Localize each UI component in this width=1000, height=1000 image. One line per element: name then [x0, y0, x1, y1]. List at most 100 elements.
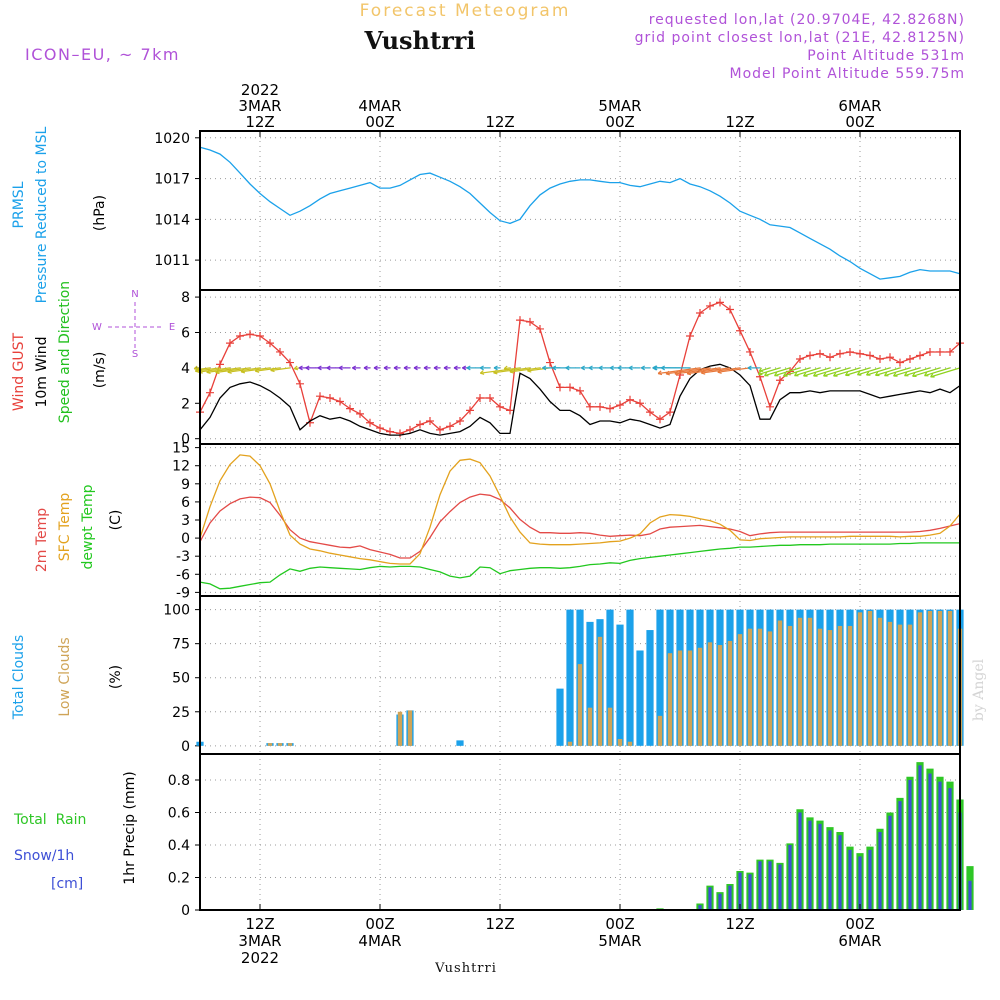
wind-labels: Wind GUST 10m Wind Speed and Direction (… [11, 281, 108, 423]
gust-marker [486, 393, 494, 402]
panel-frame [199, 130, 961, 291]
y-tick-label: 1020 [154, 131, 190, 147]
model-point-altitude: Model Point Altitude 559.75m [730, 66, 965, 82]
total-rain-label: Total Rain [13, 812, 86, 828]
wind-direction-arrow [665, 367, 711, 375]
wind-direction-arrow [206, 367, 241, 373]
wind-direction-arrow [893, 367, 921, 377]
gust-marker [896, 358, 904, 367]
gust-marker [426, 416, 434, 425]
y-tick-label: 1017 [154, 172, 190, 188]
wind-gust-label: Wind GUST [11, 332, 27, 411]
snow-bar [708, 887, 712, 910]
wind-direction-arrow [904, 367, 931, 377]
wind-direction-arrow [875, 367, 901, 376]
wind-arrowhead [298, 365, 303, 371]
gust-marker [456, 416, 464, 425]
wind-arrowhead [893, 372, 898, 377]
series-dewpt-temp [199, 542, 960, 590]
low-cloud-bar [287, 743, 293, 746]
pressure-labels: PRMSL Pressure Reduced to MSL (hPa) [11, 126, 108, 303]
low-cloud-bar [717, 645, 723, 746]
compass-s: S [132, 349, 138, 360]
gust-marker [266, 339, 274, 348]
wind-direction-arrow [794, 367, 821, 377]
wind-arrowhead [383, 365, 388, 371]
low-cloud-bar [277, 743, 283, 746]
low-cloud-bar [737, 634, 743, 746]
y-tick-label: 6 [181, 495, 190, 511]
low-cloud-bar [927, 610, 933, 746]
total-cloud-bar [456, 740, 464, 746]
wind-arrowhead [453, 365, 458, 371]
snow-bar [778, 864, 782, 910]
wind-arrowhead [884, 372, 889, 377]
y-tick-label: 4 [181, 361, 190, 377]
wind-arrowhead [466, 365, 471, 371]
wind-arrowhead [665, 370, 670, 376]
y-tick-label: 0 [181, 531, 190, 547]
snow-bar [788, 845, 792, 910]
series-sfc-temp [199, 454, 961, 565]
top-time-label: 6MAR [838, 97, 881, 115]
top-time-label: 4MAR [358, 97, 401, 115]
snow-bar [748, 874, 752, 910]
low-cloud-bar [757, 628, 763, 746]
gust-marker [216, 360, 224, 369]
plots: 101110141017102002468-9-6-30369121502550… [154, 81, 974, 967]
total-cloud-bar [616, 624, 624, 746]
snow-bar [938, 781, 942, 910]
wind-arrowhead [542, 365, 547, 371]
gust-marker [686, 332, 694, 341]
low-cloud-bar [877, 617, 883, 746]
bottom-time-label: 6MAR [838, 932, 881, 950]
snow-bar [858, 856, 862, 910]
gust-marker [396, 429, 404, 438]
wind-arrowhead [686, 370, 692, 376]
snow-label: Snow/1h [14, 848, 74, 864]
temp-sfc-label: SFC Temp [57, 493, 73, 562]
bottom-time-label: 4MAR [358, 932, 401, 950]
low-clouds-label: Low Clouds [57, 637, 73, 716]
wind-direction-arrow [215, 367, 251, 374]
wind-arrowhead [580, 365, 585, 371]
temp-2m-label: 2m Temp [34, 508, 50, 572]
wind-direction-arrow [930, 367, 961, 378]
wind-direction-arrow [783, 367, 811, 377]
gust-marker [926, 347, 934, 356]
temp-unit: (C) [108, 510, 124, 531]
gust-marker [766, 402, 774, 411]
gust-marker [836, 349, 844, 358]
wind-direction-arrow [833, 367, 861, 377]
y-tick-label: 75 [172, 637, 190, 653]
gust-marker [876, 355, 884, 364]
cloud-labels: Total Clouds Low Clouds (%) [11, 635, 124, 720]
wind-arrowhead [443, 365, 448, 371]
model-label: ICON–EU, ~ 7km [25, 45, 180, 64]
panel-temperature: -9 -6 -3 0 3 6 9 12 15 [172, 441, 961, 601]
low-cloud-bar [267, 743, 273, 746]
gust-marker [576, 386, 584, 395]
gust-marker [906, 355, 914, 364]
gust-marker [656, 415, 664, 424]
top-time-label: 12Z [725, 113, 754, 131]
gust-marker [796, 355, 804, 364]
wind-direction-arrow [198, 367, 231, 373]
gust-marker [616, 401, 624, 410]
wind-arrowhead [774, 372, 779, 377]
top-time-label: 3MAR [238, 97, 281, 115]
total-cloud-bar [626, 609, 634, 746]
wind-direction-arrow [658, 367, 701, 375]
low-cloud-bar [577, 664, 583, 746]
gust-marker [606, 404, 614, 413]
wind-arrowhead [326, 365, 331, 371]
wind-arrowhead [305, 365, 310, 371]
wind-arrowhead [747, 365, 752, 371]
gust-marker [706, 301, 714, 310]
gust-marker [246, 330, 254, 339]
wind-arrowhead [657, 370, 663, 376]
gust-marker [826, 353, 834, 362]
bottom-time-label: 2022 [241, 949, 279, 967]
